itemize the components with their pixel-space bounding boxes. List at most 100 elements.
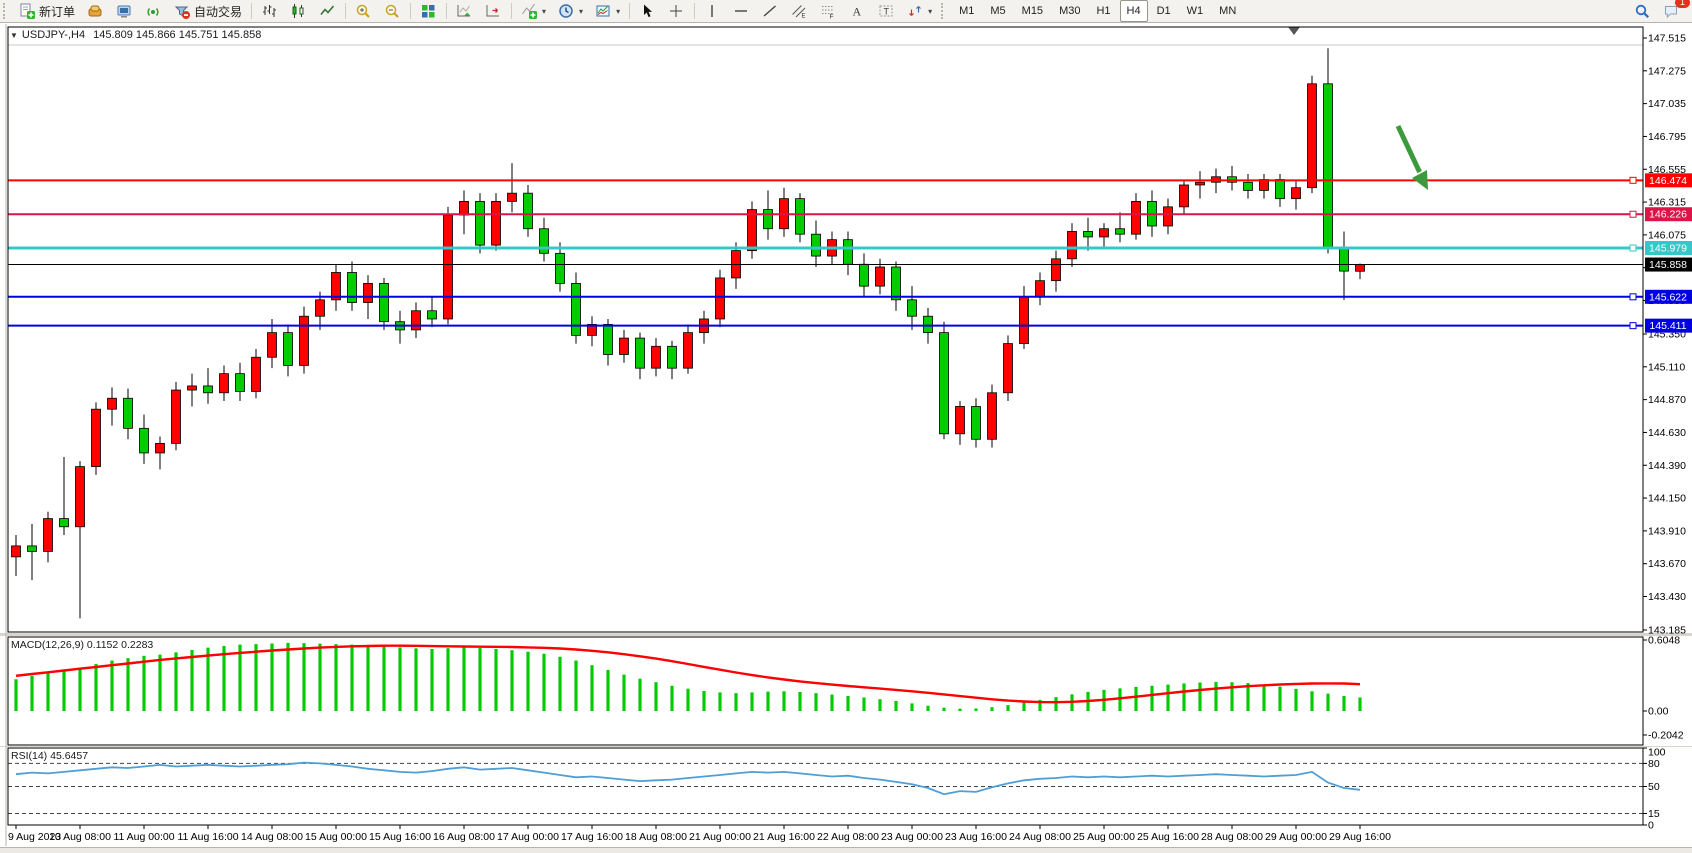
candle-bull (187, 385, 197, 391)
timeframe-w1-button[interactable]: W1 (1186, 5, 1204, 17)
zoom-in-button[interactable] (350, 0, 377, 22)
time-tick-label: 25 Aug 00:00 (1073, 831, 1135, 843)
new-order-label: 新订单 (39, 4, 76, 19)
templates-button[interactable]: ▾ (590, 0, 625, 22)
text-label-button[interactable]: T (873, 0, 900, 22)
hline-price-label (1645, 318, 1692, 333)
signals-button[interactable] (140, 0, 167, 22)
candle-bear (523, 192, 533, 230)
tile-windows-button[interactable] (415, 0, 442, 22)
metaeditor-button[interactable] (111, 0, 138, 22)
periods-button[interactable]: ▾ (553, 0, 588, 22)
timeframe-m30-button[interactable]: M30 (1059, 5, 1081, 17)
toolbar-separator (446, 3, 448, 19)
charts-button[interactable] (82, 0, 109, 22)
chart-shift-icon (485, 3, 502, 20)
candlestick-chart-button[interactable] (285, 0, 312, 22)
price-tick-label: 143.670 (1648, 558, 1686, 570)
periods-dropdown-icon[interactable]: ▾ (579, 6, 584, 16)
hline-anchor-marker[interactable] (1629, 210, 1637, 218)
crosshair-button[interactable] (663, 0, 690, 22)
notifications-button[interactable]: 1 (1658, 0, 1690, 22)
price-tick-label: 143.430 (1648, 591, 1686, 603)
time-tick-label: 16 Aug 08:00 (433, 831, 495, 843)
hline-price-text: 146.226 (1649, 209, 1687, 221)
new-order-icon (19, 3, 36, 20)
arrows-dropdown-icon[interactable]: ▾ (928, 6, 933, 16)
rsi-axis-label: 15 (1648, 808, 1660, 820)
rsi-name: RSI(14) (11, 750, 48, 762)
chart-title: ▼ USDJPY-,H4 145.809 145.866 145.751 145.8… (10, 29, 261, 41)
templates-dropdown-icon[interactable]: ▾ (616, 6, 621, 16)
autotrade-button[interactable]: 自动交易 (169, 0, 247, 22)
fibonacci-button[interactable]: F (815, 0, 842, 22)
arrows-button[interactable]: ▾ (902, 0, 937, 22)
vertical-line-button[interactable] (699, 0, 726, 22)
symbol-period-label: USDJPY-,H4 (21, 29, 86, 41)
timeframe-mn-button[interactable]: MN (1219, 5, 1237, 17)
timeframe-d1-button[interactable]: D1 (1156, 5, 1171, 17)
price-tick-label: 144.390 (1648, 460, 1686, 472)
autotrade-icon (174, 3, 191, 20)
timeframe-m1-button[interactable]: M1 (959, 5, 975, 17)
annotation-arrow-down[interactable] (1395, 124, 1428, 190)
auto-scroll-button[interactable] (451, 0, 478, 22)
toolbar-separator (629, 3, 631, 19)
new-order-button[interactable]: 新订单 (14, 0, 80, 22)
candle-bear (379, 283, 389, 323)
candle-bull (715, 277, 725, 320)
time-tick-label: 29 Aug 16:00 (1329, 831, 1391, 843)
hline-anchor-marker[interactable] (1629, 322, 1637, 330)
text-button[interactable]: A (844, 0, 871, 22)
chat-icon (1663, 3, 1680, 20)
candle-bull (1067, 231, 1077, 260)
candle-bull (1355, 264, 1365, 272)
candle-bull (459, 200, 469, 216)
cursor-button[interactable] (634, 0, 661, 22)
timeframe-m5-button[interactable]: M5 (990, 5, 1006, 17)
candle-bear (939, 332, 949, 435)
price-tick-label: 143.910 (1648, 525, 1686, 537)
zoom-out-button[interactable] (379, 0, 406, 22)
timeframe-m15-button[interactable]: M15 (1021, 5, 1044, 17)
rsi-axis-label: 0 (1648, 820, 1654, 832)
hline-anchor-marker[interactable] (1629, 244, 1637, 252)
candle-bear (843, 239, 853, 265)
timeframe-h4-button[interactable]: H4 (1119, 0, 1148, 22)
macd-signal-line (15, 644, 1361, 704)
candle-bull (619, 337, 629, 355)
trendline-button[interactable] (757, 0, 784, 22)
equidistant-channel-button[interactable]: E (786, 0, 813, 22)
candle-bear (635, 337, 645, 369)
timeframe-h1-button[interactable]: H1 (1096, 5, 1111, 17)
toolbar-separator (251, 3, 253, 19)
candle-bull (1179, 184, 1189, 208)
candle-bear (27, 545, 37, 552)
macd-axis-label: 0.00 (1648, 706, 1669, 718)
chart-shift-button[interactable] (480, 0, 507, 22)
candle-bear (667, 345, 677, 369)
chart-shift-marker[interactable] (1288, 27, 1300, 35)
candle-bear (811, 233, 821, 257)
horizontal-line-button[interactable] (728, 0, 755, 22)
symbol-dropdown-icon[interactable]: ▼ (10, 31, 18, 40)
hline-price-text: 146.474 (1649, 175, 1687, 187)
periods-icon (558, 3, 575, 20)
toolbar-separator (511, 3, 513, 19)
macd-panel-separator[interactable] (0, 633, 1692, 636)
indicators-button[interactable]: ▾ (516, 0, 551, 22)
bar-chart-button[interactable] (256, 0, 283, 22)
search-button[interactable] (1629, 0, 1656, 22)
rsi-indicator-label: RSI(14) 45.6457 (11, 750, 88, 762)
candles-layer (11, 48, 1365, 619)
hline-price-label (1645, 207, 1692, 222)
hline-anchor-marker[interactable] (1629, 176, 1637, 184)
candle-bull (171, 389, 181, 444)
rsi-panel-separator[interactable] (0, 746, 1692, 747)
macd-values: 0.1152 0.2283 (86, 639, 154, 651)
hline-anchor-marker[interactable] (1629, 293, 1637, 301)
line-chart-button[interactable] (314, 0, 341, 22)
indicators-dropdown-icon[interactable]: ▾ (542, 6, 547, 16)
candle-bull (43, 518, 53, 552)
time-tick-label: 21 Aug 00:00 (689, 831, 751, 843)
